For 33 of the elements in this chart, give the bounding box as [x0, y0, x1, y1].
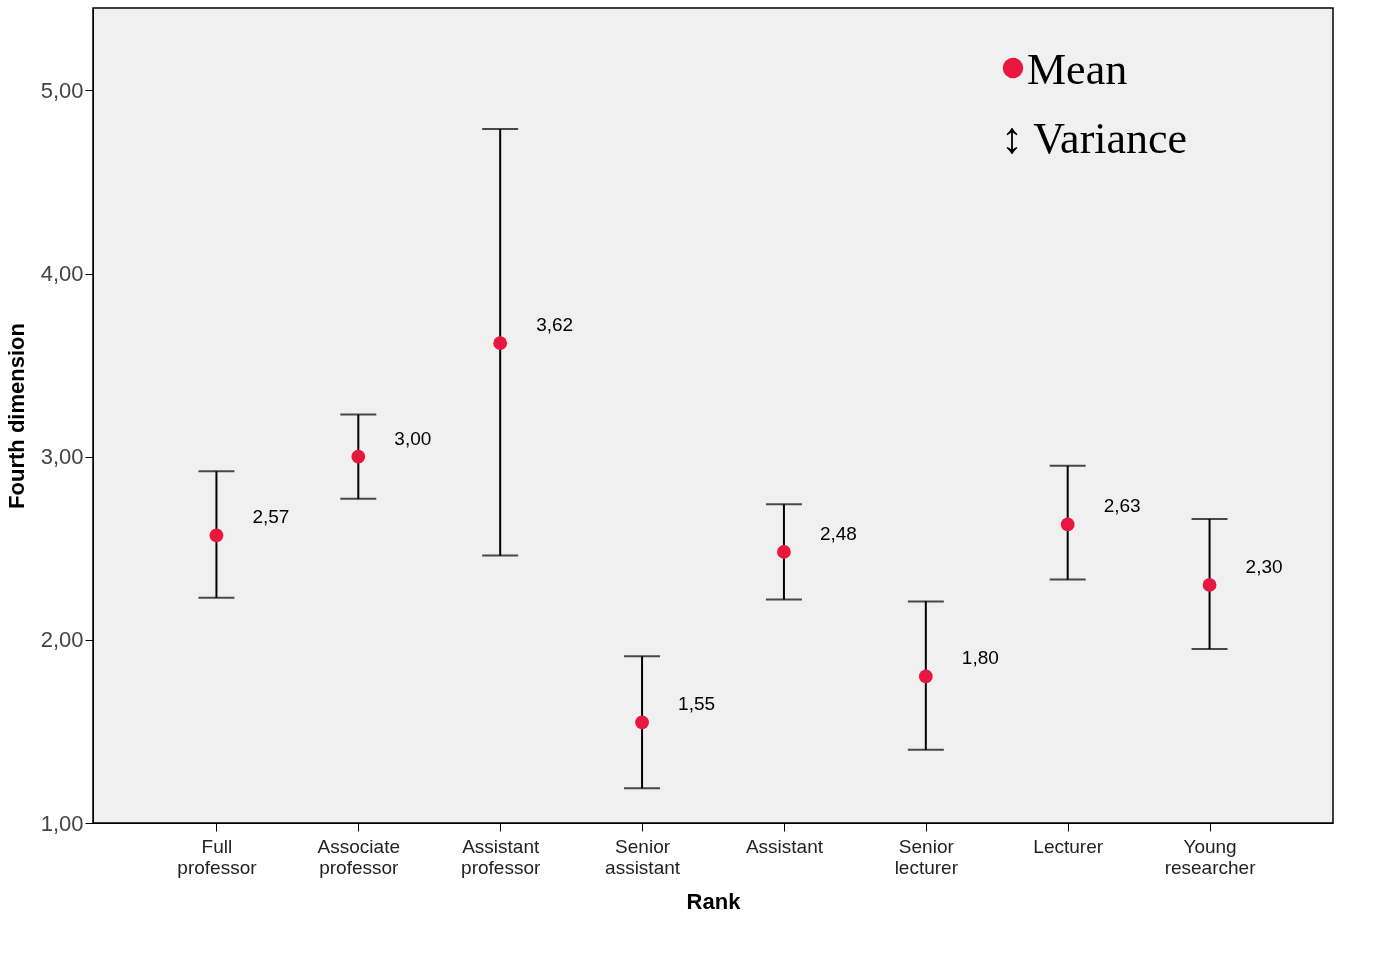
- x-tick-label: Assistant: [745, 835, 824, 857]
- y-tick-label: 4,00: [40, 261, 84, 287]
- point: [635, 715, 649, 730]
- x-tick-label: Full professor: [177, 835, 258, 878]
- data-label: 3,00: [394, 427, 432, 449]
- annotation: ↕ Variance: [1001, 114, 1188, 163]
- point: [1202, 578, 1217, 592]
- data-label: 2,57: [252, 506, 290, 528]
- data-label: 3,62: [536, 314, 574, 336]
- x-tick-label: Lecturer: [1033, 835, 1104, 857]
- point: [493, 336, 508, 351]
- x-tick-label: Senior lecturer: [894, 835, 959, 878]
- x-tick-label: Senior assistant: [605, 835, 681, 878]
- point: [777, 545, 791, 559]
- x-tick-label: Associate professor: [317, 835, 400, 878]
- x-tick-label: Assistant professor: [461, 835, 541, 878]
- data-label: 2,48: [819, 522, 857, 544]
- x-tick-label: Young researcher: [1164, 835, 1257, 878]
- legend-label: Mean: [1027, 45, 1128, 94]
- data-label: 2,63: [1103, 495, 1141, 517]
- y-tick-label: 3,00: [40, 444, 84, 470]
- point: [209, 528, 224, 543]
- data-label: 1,55: [678, 693, 716, 715]
- y-tick-label: 5,00: [40, 77, 84, 103]
- y-tick-label: 1,00: [40, 810, 84, 836]
- point: [1060, 517, 1075, 532]
- x-axis-title: Rank: [686, 888, 742, 914]
- point: [351, 449, 366, 464]
- data-label: 2,30: [1245, 555, 1283, 577]
- point: [918, 669, 933, 684]
- y-axis-title: Fourth dimension: [3, 323, 29, 509]
- data-label: 1,80: [961, 647, 999, 669]
- y-tick-label: 2,00: [40, 627, 84, 653]
